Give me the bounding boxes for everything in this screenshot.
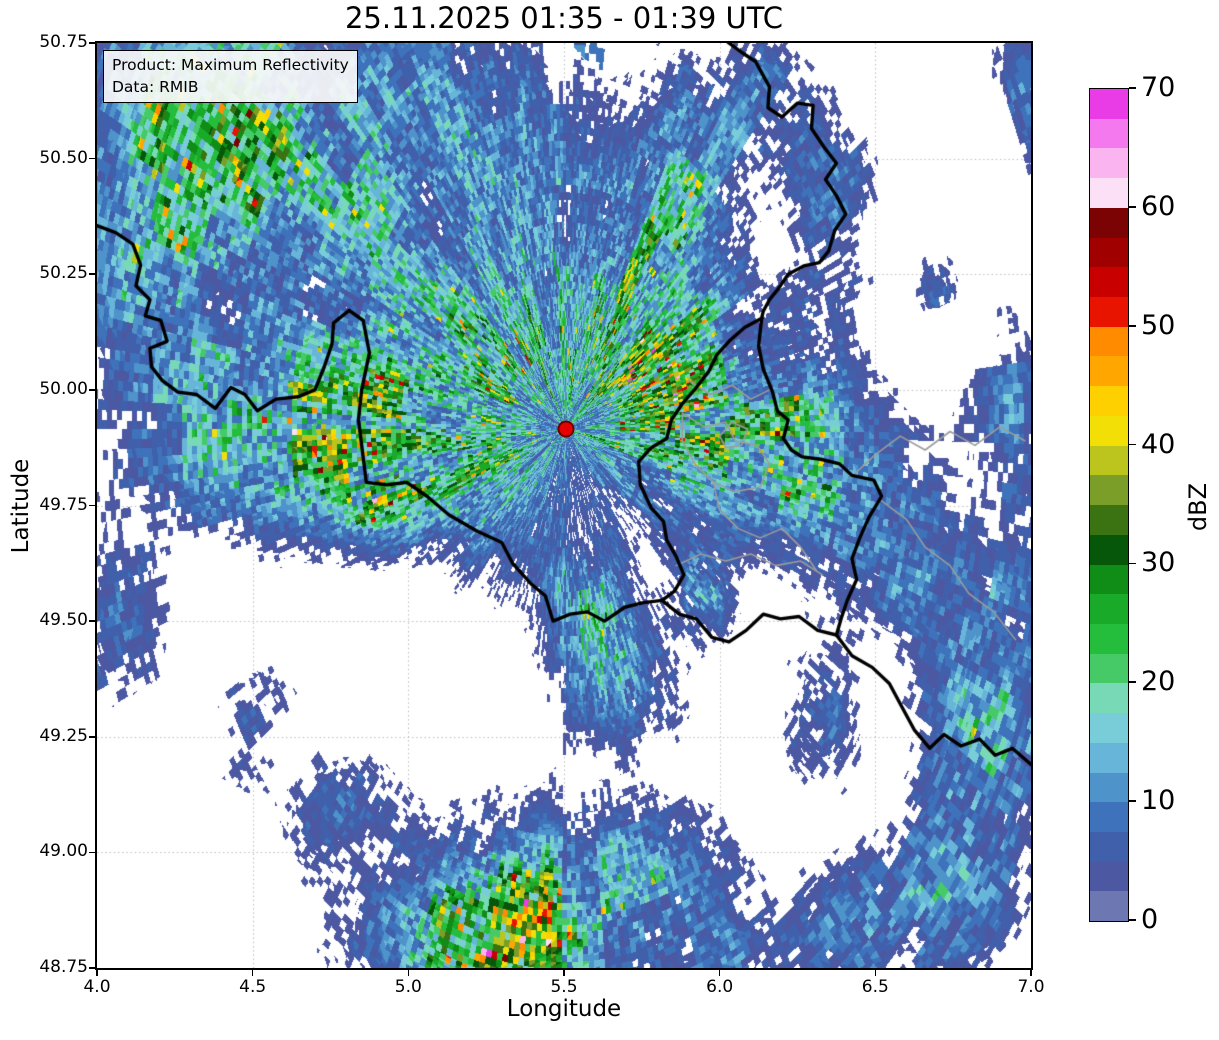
x-tick-label: 6.5 [861,977,889,997]
colorbar-tick-mark [1129,562,1136,565]
colorbar-band [1090,683,1128,714]
colorbar-band [1090,861,1128,892]
plot-title: 25.11.2025 01:35 - 01:39 UTC [344,1,784,35]
colorbar-band [1090,326,1128,357]
x-tick-label: 5.5 [550,977,578,997]
colorbar-label: dBZ [1184,482,1212,532]
colorbar-band [1090,148,1128,179]
colorbar-tick-mark [1129,443,1136,446]
colorbar-tick-label: 60 [1141,190,1176,222]
x-tick-mark [563,969,565,976]
colorbar-band [1090,237,1128,268]
colorbar-tick-label: 20 [1141,666,1176,698]
colorbar-band [1090,207,1128,238]
x-tick-mark [718,969,721,976]
colorbar-tick-mark [1129,919,1136,921]
colorbar-band [1090,267,1128,298]
colorbar-band [1090,297,1128,327]
y-tick-mark [89,620,96,622]
colorbar-tick-mark [1129,206,1136,208]
y-tick-label: 50.00 [39,378,88,399]
x-tick-label: 4.5 [239,977,267,997]
x-tick-label: 6.0 [706,977,734,997]
colorbar-band [1090,831,1128,862]
colorbar-tick-label: 70 [1141,72,1176,103]
annotation-product-line: Product: Maximum Reflectivity [112,56,349,74]
y-tick-mark [89,735,96,738]
y-tick-label: 49.00 [39,841,88,862]
colorbar-band [1090,415,1128,446]
colorbar-band [1090,386,1128,416]
x-tick-mark [407,969,410,976]
colorbar-tick-label: 40 [1141,428,1176,460]
colorbar-band [1090,118,1128,149]
colorbar-band [1090,802,1128,832]
y-tick-mark [89,504,96,507]
colorbar-band [1090,564,1128,595]
x-axis-label: Longitude [506,996,622,1022]
colorbar-band [1090,623,1128,654]
colorbar-tick-label: 50 [1141,309,1176,341]
colorbar-band [1090,475,1128,506]
x-tick-mark [96,969,98,976]
colorbar-band [1090,594,1128,624]
x-tick-label: 4.0 [83,977,111,997]
colorbar-band [1090,178,1128,208]
annotation-data-line: Data: RMIB [112,78,199,96]
colorbar-band [1090,713,1128,743]
colorbar-band [1090,653,1128,684]
y-tick-label: 50.50 [39,147,88,168]
product-annotation-box: Product: Maximum Reflectivity Data: RMIB [103,50,358,103]
x-tick-label: 7.0 [1017,977,1045,997]
colorbar-band [1090,772,1128,803]
y-tick-label: 50.75 [39,32,88,52]
radar-map-canvas [97,43,1031,968]
radar-site-marker [557,420,575,438]
y-tick-label: 49.50 [39,610,88,631]
y-tick-mark [89,851,96,854]
colorbar-tick-mark [1129,681,1136,684]
colorbar-tick-label: 0 [1141,904,1159,935]
colorbar-band [1090,89,1128,119]
colorbar-band [1090,356,1128,387]
colorbar-band [1090,505,1128,535]
x-tick-label: 5.0 [394,977,422,997]
x-tick-mark [251,969,254,976]
y-tick-label: 49.25 [39,725,88,746]
colorbar-tick-mark [1129,800,1136,802]
y-tick-label: 50.25 [39,263,88,284]
colorbar-band [1090,445,1128,476]
y-tick-mark [89,967,96,969]
y-tick-label: 49.75 [39,494,88,515]
colorbar-tick-mark [1129,87,1136,89]
colorbar [1089,88,1129,922]
colorbar-tick-label: 10 [1141,785,1176,817]
colorbar-band [1090,891,1128,922]
x-tick-mark [1030,969,1032,976]
y-tick-label: 48.75 [39,957,88,977]
y-tick-mark [89,273,96,276]
colorbar-tick-label: 30 [1141,547,1176,579]
y-tick-mark [89,157,96,160]
y-tick-mark [89,42,96,44]
colorbar-tick-mark [1129,324,1136,327]
colorbar-band [1090,742,1128,773]
colorbar-band [1090,534,1128,565]
y-tick-mark [89,389,96,391]
x-tick-mark [874,969,877,976]
